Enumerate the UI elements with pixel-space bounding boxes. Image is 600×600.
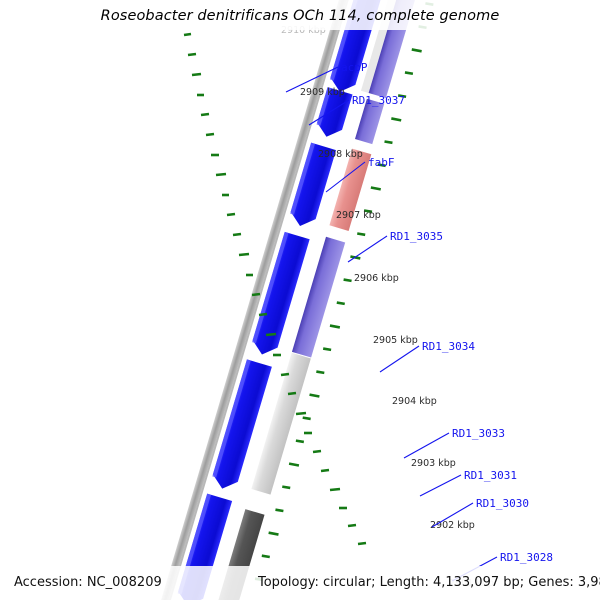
ruler-tick-label: 2909 kbp [300, 87, 345, 98]
gene-label-RD1_3033[interactable]: RD1_3033 [452, 427, 505, 440]
sequence-backbone [151, 0, 360, 600]
gene-leader-line [431, 502, 474, 528]
ruler-tick-label: 2908 kbp [318, 149, 363, 160]
gene-leader-line [308, 99, 350, 126]
gene-label-RD1_3030[interactable]: RD1_3030 [476, 497, 529, 510]
ruler-tick-label: 2903 kbp [411, 458, 456, 469]
ruler-tick-label: 2904 kbp [392, 396, 437, 407]
ruler-tick-label: 2910 kbp [281, 25, 326, 36]
gene-leader-line [403, 432, 450, 459]
gene-callouts[interactable]: acpP RD1_3037 fabF RD1_3035 RD1_3034 RD1_3033… [285, 61, 553, 582]
gene-arrow[interactable] [288, 142, 337, 230]
status-accession: Accession: NC_008209 [14, 575, 162, 590]
gene-box-acpP-2[interactable] [354, 98, 385, 145]
outer-circle-guide [183, 32, 367, 546]
gene-label-RD1_3035[interactable]: RD1_3035 [390, 230, 443, 243]
ruler-tick-label: 2906 kbp [354, 273, 399, 284]
gene-label-RD1_3034[interactable]: RD1_3034 [422, 340, 475, 353]
gene-label-RD1_3037[interactable]: RD1_3037 [352, 94, 405, 107]
gene-label-fabF[interactable]: fabF [368, 156, 395, 169]
gene-box-RD1_3035[interactable] [251, 352, 311, 495]
ruler-tick-label: 2905 kbp [373, 335, 418, 346]
gene-leader-line [325, 161, 366, 193]
ruler-tick-label: 2902 kbp [430, 520, 475, 531]
gene-arrow[interactable] [210, 359, 272, 492]
status-bar: Accession: NC_008209 Topology: circular;… [0, 566, 600, 600]
gene-label-RD1_3028[interactable]: RD1_3028 [500, 551, 553, 564]
gene-leader-line [285, 66, 339, 93]
ruler-tick-label: 2907 kbp [336, 210, 381, 221]
cds-inner-strand[interactable] [142, 0, 387, 600]
gene-label-acpP[interactable]: acpP [341, 61, 368, 74]
gene-leader-line [347, 235, 388, 263]
gene-box-fabF[interactable] [291, 236, 346, 358]
gene-leader-line [419, 474, 462, 497]
gene-label-RD1_3031[interactable]: RD1_3031 [464, 469, 517, 482]
gene-box-RD1_3037[interactable] [329, 148, 372, 231]
gene-arrow[interactable] [314, 87, 353, 140]
gene-leader-line [379, 345, 420, 373]
status-topology-length-genes: Topology: circular; Length: 4,133,097 bp… [258, 575, 600, 590]
